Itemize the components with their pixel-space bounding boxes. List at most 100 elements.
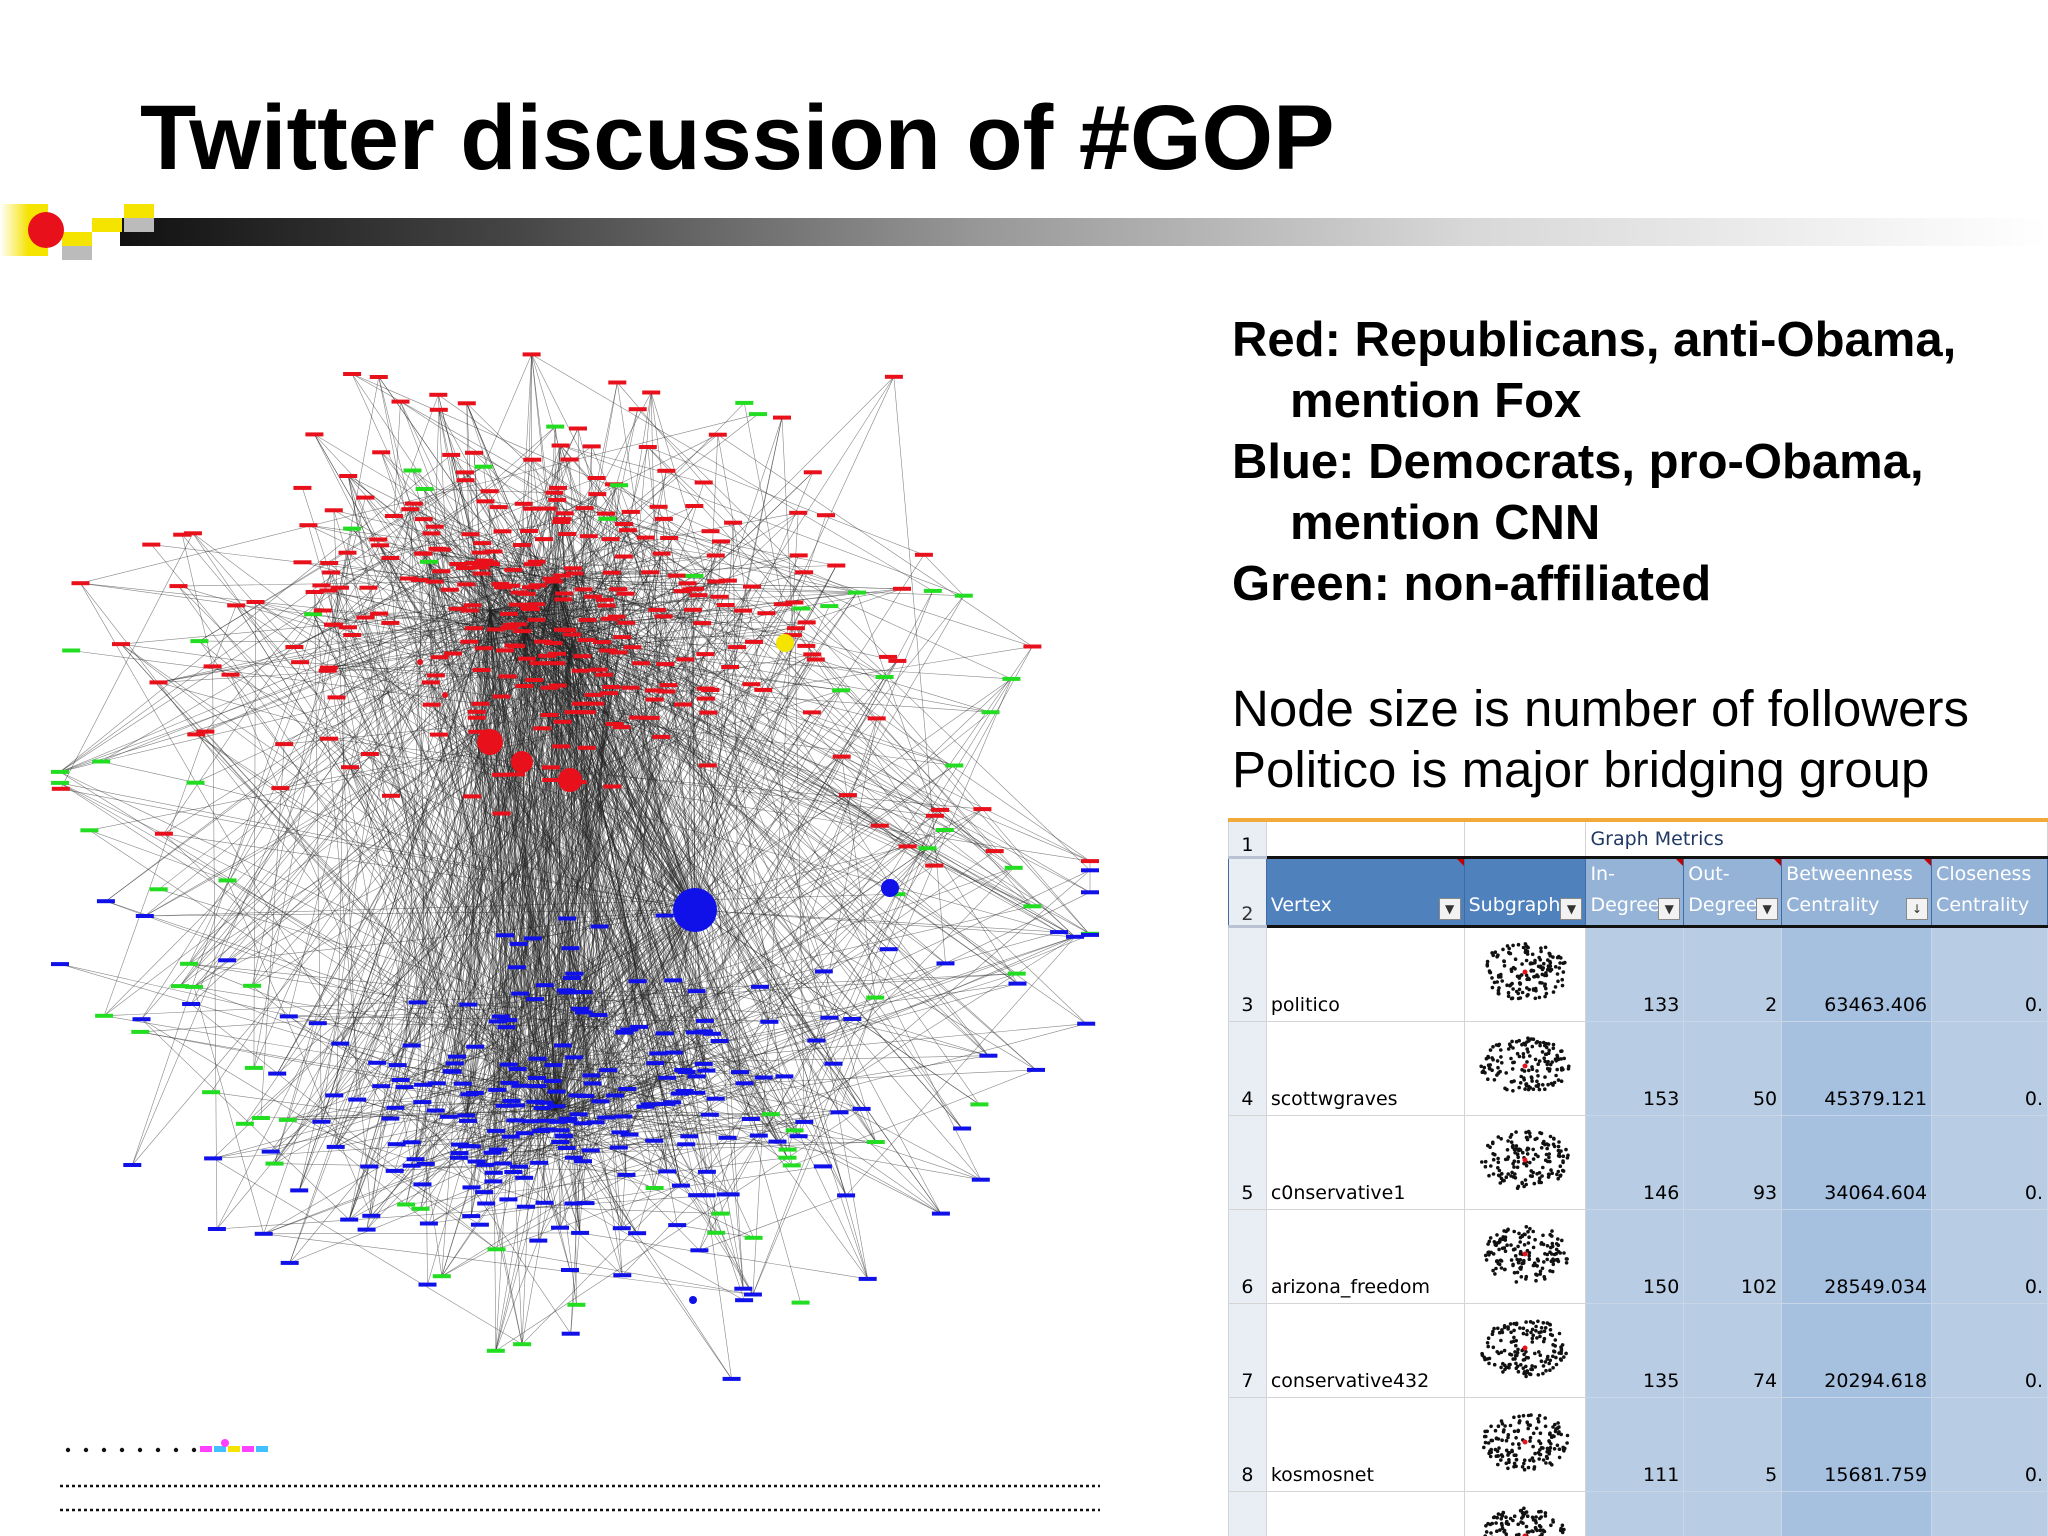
cell-closeness[interactable]: 0. — [1931, 1491, 2048, 1536]
cell-out-degree[interactable]: 50 — [1683, 1021, 1783, 1116]
subgraph-dot — [1494, 1454, 1499, 1458]
network-edge — [595, 909, 696, 1123]
cell[interactable] — [1463, 818, 1587, 858]
col-header-subgraph[interactable]: Subgraph ▼ — [1463, 856, 1587, 928]
cell-in-degree[interactable]: 135 — [1585, 1303, 1685, 1398]
network-node-republican — [369, 537, 388, 542]
subgraph-dot — [1482, 1434, 1487, 1439]
network-edge — [791, 1069, 1037, 1166]
network-node-republican — [442, 452, 461, 457]
cell-subgraph-thumbnail[interactable] — [1463, 1491, 1587, 1536]
network-node-democrat — [573, 1121, 592, 1126]
filter-dropdown-icon[interactable]: ▼ — [1658, 898, 1681, 920]
subgraph-dot — [1557, 1447, 1562, 1451]
network-node-non-affiliated — [820, 604, 839, 609]
network-edge — [314, 434, 754, 1295]
cell-in-degree[interactable]: 153 — [1585, 1021, 1685, 1116]
network-edge — [573, 1118, 751, 1158]
subgraph-dot — [1522, 1161, 1526, 1166]
col-header-vertex[interactable]: Vertex ▼ — [1265, 856, 1465, 928]
subgraph-dot — [1500, 1246, 1505, 1251]
row-number[interactable]: 8 — [1228, 1397, 1267, 1492]
network-edge — [333, 510, 928, 849]
cell-subgraph-thumbnail[interactable] — [1463, 1021, 1587, 1116]
cell-closeness[interactable]: 0. — [1931, 926, 2048, 1022]
network-node-republican — [659, 683, 678, 688]
col-header-out-degree[interactable]: Out-Degree ▼ — [1683, 856, 1783, 928]
filter-dropdown-icon[interactable]: ▼ — [1560, 898, 1583, 920]
network-node-democrat — [526, 1099, 545, 1104]
cell-out-degree[interactable]: 5 — [1683, 1397, 1783, 1492]
network-node-republican — [513, 629, 532, 634]
subgraph-dot — [1543, 1142, 1547, 1147]
subgraph-dot — [1540, 967, 1545, 972]
subgraph-dot — [1483, 1429, 1487, 1434]
network-node-republican — [319, 665, 338, 670]
network-node-non-affiliated — [411, 1206, 430, 1211]
col-header-in-degree[interactable]: In-Degree ▼ — [1585, 856, 1685, 928]
col-header-closeness[interactable]: Closeness Centrality — [1931, 856, 2048, 928]
subgraph-dot — [1534, 1324, 1538, 1329]
cell-betweenness[interactable]: 20294.618 — [1781, 1303, 1933, 1398]
cell-subgraph-thumbnail[interactable] — [1463, 1115, 1587, 1210]
cell-betweenness[interactable]: 45379.121 — [1781, 1021, 1933, 1116]
network-edge — [141, 1018, 350, 1220]
cell-subgraph-thumbnail[interactable] — [1463, 1209, 1587, 1304]
filter-dropdown-icon[interactable]: ▼ — [1438, 898, 1461, 920]
row-number[interactable]: 7 — [1228, 1303, 1267, 1398]
network-node-republican — [540, 713, 559, 717]
cell-vertex[interactable]: c0nservative1 — [1265, 1115, 1465, 1210]
col-header-betweenness[interactable]: Betweenness Centrality ↓ — [1781, 856, 1933, 928]
row-number[interactable]: 2 — [1228, 856, 1267, 928]
cell-vertex[interactable]: conservative432 — [1265, 1303, 1465, 1398]
isolate-node — [191, 1447, 197, 1453]
cell-betweenness[interactable]: 12879.665 — [1781, 1491, 1933, 1536]
row-number[interactable]: 3 — [1228, 926, 1267, 1022]
row-number[interactable]: 9 — [1228, 1491, 1267, 1536]
cell-vertex[interactable]: politico — [1265, 926, 1465, 1022]
cell-betweenness[interactable]: 15681.759 — [1781, 1397, 1933, 1492]
row-number[interactable]: 6 — [1228, 1209, 1267, 1304]
cell-betweenness[interactable]: 34064.604 — [1781, 1115, 1933, 1210]
cell-in-degree[interactable]: 150 — [1585, 1209, 1685, 1304]
cell-closeness[interactable]: 0. — [1931, 1303, 2048, 1398]
cell-out-degree[interactable]: 2 — [1683, 926, 1783, 1022]
cell-out-degree[interactable]: 24 — [1683, 1491, 1783, 1536]
network-node-democrat — [558, 1116, 577, 1121]
network-node-democrat — [426, 1108, 445, 1113]
network-node-republican — [468, 561, 487, 566]
group-header-graph-metrics[interactable]: Graph Metrics — [1585, 818, 2048, 858]
row-number[interactable]: 5 — [1228, 1115, 1267, 1210]
cell-in-degree[interactable]: 138 — [1585, 1491, 1685, 1536]
cell[interactable] — [1265, 818, 1465, 858]
cell-out-degree[interactable]: 74 — [1683, 1303, 1783, 1398]
subgraph-dot — [1546, 1082, 1550, 1087]
cell-out-degree[interactable]: 102 — [1683, 1209, 1783, 1304]
filter-dropdown-icon[interactable]: ▼ — [1756, 898, 1779, 920]
network-node-non-affiliated — [645, 1186, 664, 1190]
cell-closeness[interactable]: 0. — [1931, 1209, 2048, 1304]
row-number[interactable]: 1 — [1228, 818, 1267, 858]
sort-descending-icon[interactable]: ↓ — [1906, 898, 1929, 920]
cell-in-degree[interactable]: 146 — [1585, 1115, 1685, 1210]
cell-vertex[interactable]: scottwgraves — [1265, 1021, 1465, 1116]
network-node-democrat — [502, 1098, 521, 1103]
subgraph-dot — [1525, 1369, 1530, 1373]
cell-out-degree[interactable]: 93 — [1683, 1115, 1783, 1210]
cell-vertex[interactable]: arizona_freedom — [1265, 1209, 1465, 1304]
cell-vertex[interactable]: katyinindy — [1265, 1491, 1465, 1536]
row-number[interactable]: 4 — [1228, 1021, 1267, 1116]
cell-betweenness[interactable]: 63463.406 — [1781, 926, 1933, 1022]
cell-closeness[interactable]: 0. — [1931, 1397, 2048, 1492]
cell-in-degree[interactable]: 133 — [1585, 926, 1685, 1022]
cell-subgraph-thumbnail[interactable] — [1463, 1303, 1587, 1398]
cell-subgraph-thumbnail[interactable] — [1463, 926, 1587, 1022]
subgraph-dot — [1496, 1261, 1501, 1266]
cell-subgraph-thumbnail[interactable] — [1463, 1397, 1587, 1492]
cell-closeness[interactable]: 0. — [1931, 1115, 2048, 1210]
cell-closeness[interactable]: 0. — [1931, 1021, 2048, 1116]
cell-in-degree[interactable]: 111 — [1585, 1397, 1685, 1492]
cell-vertex[interactable]: kosmosnet — [1265, 1397, 1465, 1492]
isolated-vertex-rows — [60, 1439, 1100, 1512]
cell-betweenness[interactable]: 28549.034 — [1781, 1209, 1933, 1304]
